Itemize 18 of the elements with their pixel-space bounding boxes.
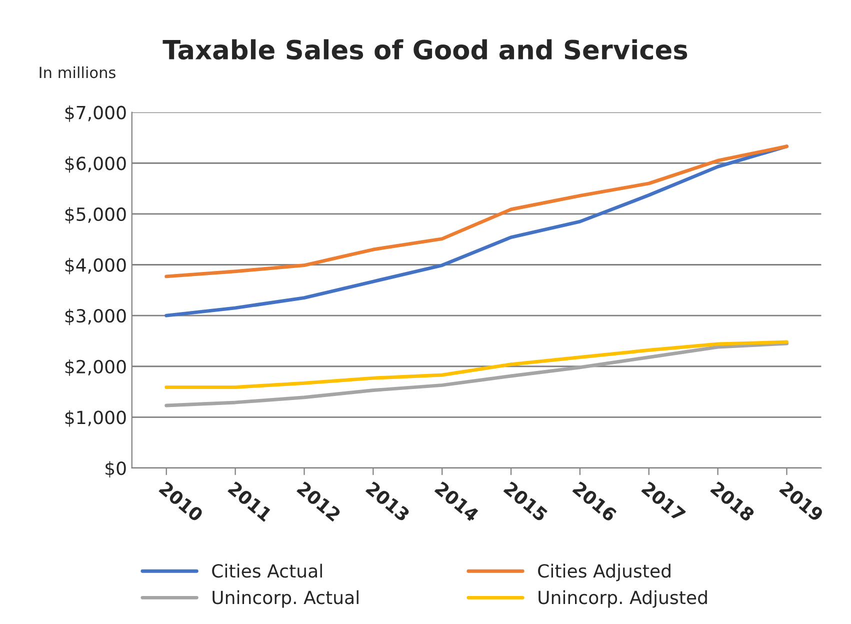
legend-label: Cities Adjusted — [538, 564, 670, 582]
chart-title: Taxable Sales of Good and Services — [162, 39, 688, 60]
y-tick-label: $3,000 — [65, 308, 126, 326]
line-series — [164, 342, 788, 408]
text: In millions — [40, 66, 116, 78]
y-tick-label: $0 — [106, 461, 126, 478]
line-series — [164, 144, 788, 318]
y-tick-label: $2,000 — [65, 360, 126, 376]
y-tick-label: $6,000 — [65, 156, 126, 173]
legend-label: Unincorp. Actual — [212, 590, 358, 608]
line-series — [164, 144, 788, 278]
legend-label: Unincorp. Adjusted — [538, 590, 707, 608]
legend-label: Cities Actual — [212, 564, 322, 578]
line-series — [164, 340, 788, 389]
y-tick-label: $5,000 — [65, 207, 126, 224]
y-tick-label: $1,000 — [65, 410, 126, 427]
y-tick-label: $7,000 — [65, 105, 126, 122]
y-tick-label: $4,000 — [65, 258, 126, 274]
